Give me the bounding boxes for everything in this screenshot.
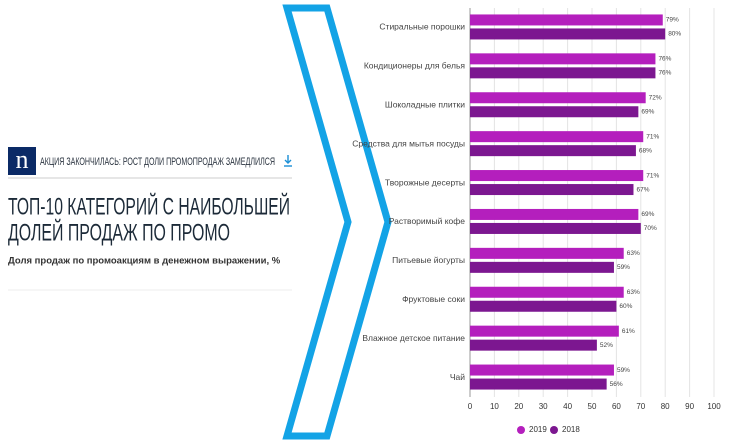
bar [470,92,646,104]
value-label: 67% [636,186,649,193]
x-tick-label: 80 [661,402,670,411]
bar [470,325,619,337]
download-icon[interactable] [284,155,292,167]
value-label: 69% [641,211,654,218]
title-line: ДОЛЕЙ ПРОДАЖ ПО ПРОМО [8,218,230,246]
bar [470,28,666,40]
bar [470,286,624,298]
value-label: 76% [658,56,671,63]
value-label: 61% [622,328,635,335]
bar [470,106,639,118]
value-label: 71% [646,133,659,140]
value-label: 80% [668,31,681,38]
logo: n [16,145,29,174]
category-label: Шоколадные плитки [385,100,465,110]
bar [470,300,617,312]
category-label: Средства для мытья посуды [352,138,465,148]
logo-box [8,147,36,175]
category-label: Стиральные порошки [379,22,465,32]
x-tick-label: 10 [490,402,499,411]
category-label: Растворимый кофе [389,216,465,226]
bar [470,261,614,273]
x-tick-label: 70 [636,402,645,411]
bar [470,378,607,390]
bar [470,247,624,259]
value-label: 59% [617,367,630,374]
x-tick-label: 50 [588,402,597,411]
legend-swatch [517,426,525,434]
bar [470,170,644,182]
title-line: ТОП-10 КАТЕГОРИЙ С НАИБОЛЬШЕЙ [8,192,290,220]
chevron [282,4,392,440]
bar [470,364,614,376]
legend-label: 2018 [562,425,580,434]
bar [470,53,656,65]
value-label: 52% [600,342,613,349]
legend-label: 2019 [529,425,547,434]
x-tick-label: 0 [468,402,473,411]
bar [470,145,636,157]
legend-swatch [550,426,558,434]
category-label: Творожные десерты [385,177,465,187]
value-label: 70% [644,225,657,232]
value-label: 68% [639,147,652,154]
category-label: Влажное детское питание [362,333,465,343]
category-label: Чай [450,372,465,382]
value-label: 72% [649,94,662,101]
x-tick-label: 20 [514,402,523,411]
bar [470,222,641,234]
bar [470,184,634,196]
bar [470,14,663,26]
value-label: 60% [619,303,632,310]
value-label: 69% [641,108,654,115]
kicker: АКЦИЯ ЗАКОНЧИЛАСЬ: РОСТ ДОЛИ ПРОМОПРОДАЖ… [40,156,275,168]
x-tick-label: 30 [539,402,548,411]
x-tick-label: 60 [612,402,621,411]
value-label: 56% [610,381,623,388]
value-label: 63% [627,289,640,296]
x-tick-label: 100 [707,402,721,411]
subtitle: Доля продаж по промоакциям в денежном вы… [8,256,281,267]
value-label: 79% [666,17,679,24]
bar [470,339,597,351]
category-label: Питьевые йогурты [392,255,465,265]
value-label: 76% [658,70,671,77]
bar [470,131,644,143]
value-label: 71% [646,172,659,179]
value-label: 59% [617,264,630,271]
bar [470,208,639,220]
category-label: Кондиционеры для белья [364,61,466,71]
x-tick-label: 40 [563,402,572,411]
value-label: 63% [627,250,640,257]
bar [470,67,656,79]
category-label: Фруктовые соки [402,294,465,304]
x-tick-label: 90 [685,402,694,411]
